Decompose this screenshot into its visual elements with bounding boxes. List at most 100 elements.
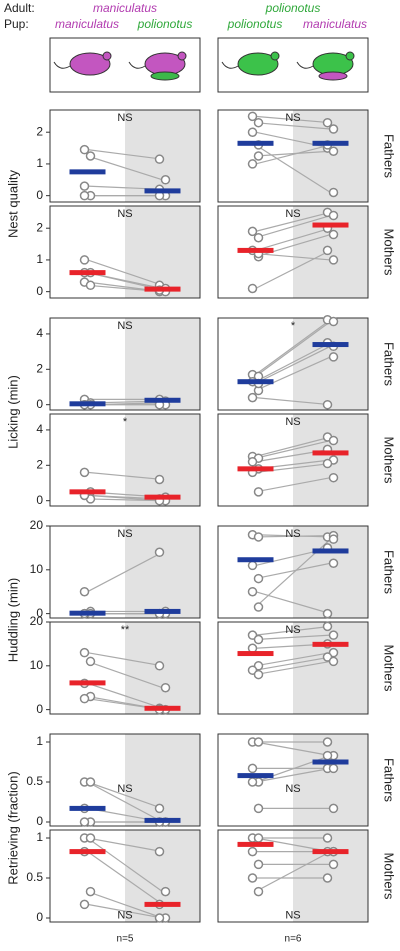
pair-line [87,837,163,893]
y-tick-label: 20 [30,518,44,532]
row-label: Mothers [382,645,397,692]
y-tick-label: 4 [36,422,43,436]
ear [177,51,187,61]
mean-bar [69,849,106,855]
y-tick-label: 4 [36,326,43,340]
point [253,573,264,584]
tail [221,61,239,69]
point [85,151,96,161]
ear [345,51,355,61]
point [328,124,339,134]
point [154,547,165,558]
point [247,560,258,571]
panel-frame [49,829,201,923]
pair-line [255,436,331,458]
mean-bar [144,397,181,403]
mean-bar [69,401,106,407]
point [247,763,258,774]
pair-line [255,122,331,130]
significance: NS [285,783,300,795]
point [247,159,258,169]
significance: ** [121,624,130,636]
point [328,435,339,446]
point [328,534,339,544]
point [79,144,90,155]
point [322,873,333,883]
pair-line [87,891,163,919]
pair-line [255,656,331,671]
point [322,458,333,469]
pair-line [255,477,331,493]
point [247,777,258,787]
mean-bar [69,805,106,811]
mean-bar [312,548,349,554]
y-tick-label: 1 [36,252,43,266]
y-tick-label: 0 [36,493,43,507]
adult-label: Adult: [4,1,35,15]
point [247,283,258,294]
panel-frame [217,205,369,299]
shade [125,734,200,826]
panel-frame [49,205,201,299]
pair-line [87,155,163,181]
row-label: Fathers [382,342,397,387]
mean-bar [312,641,349,647]
y-tick-label: 1 [36,830,43,844]
row-label: Mothers [382,437,397,484]
tail [296,61,314,69]
significance: NS [117,528,132,540]
pair-line [255,767,331,783]
point [160,886,171,897]
significance: NS [117,112,132,124]
significance: NS [285,624,300,636]
pair-line [255,342,331,383]
row-label: Fathers [382,550,397,595]
mean-bar [144,188,181,194]
pair-line [87,781,163,809]
point [154,154,165,164]
point [328,472,339,483]
point [79,255,90,265]
pair-line [255,356,331,392]
point [253,487,264,497]
mean-bar [237,773,274,779]
y-tick-label: 0.5 [26,870,43,884]
point [253,232,264,243]
pair-line [255,252,331,261]
row-label: Mothers [382,229,397,276]
point [253,886,264,897]
pup-species: polionotus [137,17,193,31]
point [160,175,171,185]
row-label: Fathers [382,758,397,803]
pup-species: maniculatus [55,17,119,31]
mean-bar [312,849,349,855]
point [328,187,339,198]
pair-line [255,562,331,580]
pair-line [87,652,163,667]
pair-line [255,144,331,193]
significance: NS [285,528,300,540]
point [247,846,258,857]
point [253,737,264,747]
point [322,833,333,843]
panel-frame [217,621,369,715]
pup-species: polionotus [227,17,283,31]
pair-line [87,682,163,709]
pair-line [87,149,163,160]
pair-line [87,494,163,502]
point [328,656,339,667]
pair-line [255,851,331,893]
significance: NS [285,208,300,220]
mean-bar [69,610,106,616]
significance: NS [117,320,132,332]
pair-line [255,227,331,251]
point [328,146,339,156]
mice-box [217,37,369,93]
tail [128,61,146,69]
n-label: n=5 [117,934,134,945]
y-tick-label: 0 [36,702,43,716]
point [322,737,333,747]
y-tick-label: 0 [36,284,43,298]
point [85,280,96,291]
point [253,833,264,843]
